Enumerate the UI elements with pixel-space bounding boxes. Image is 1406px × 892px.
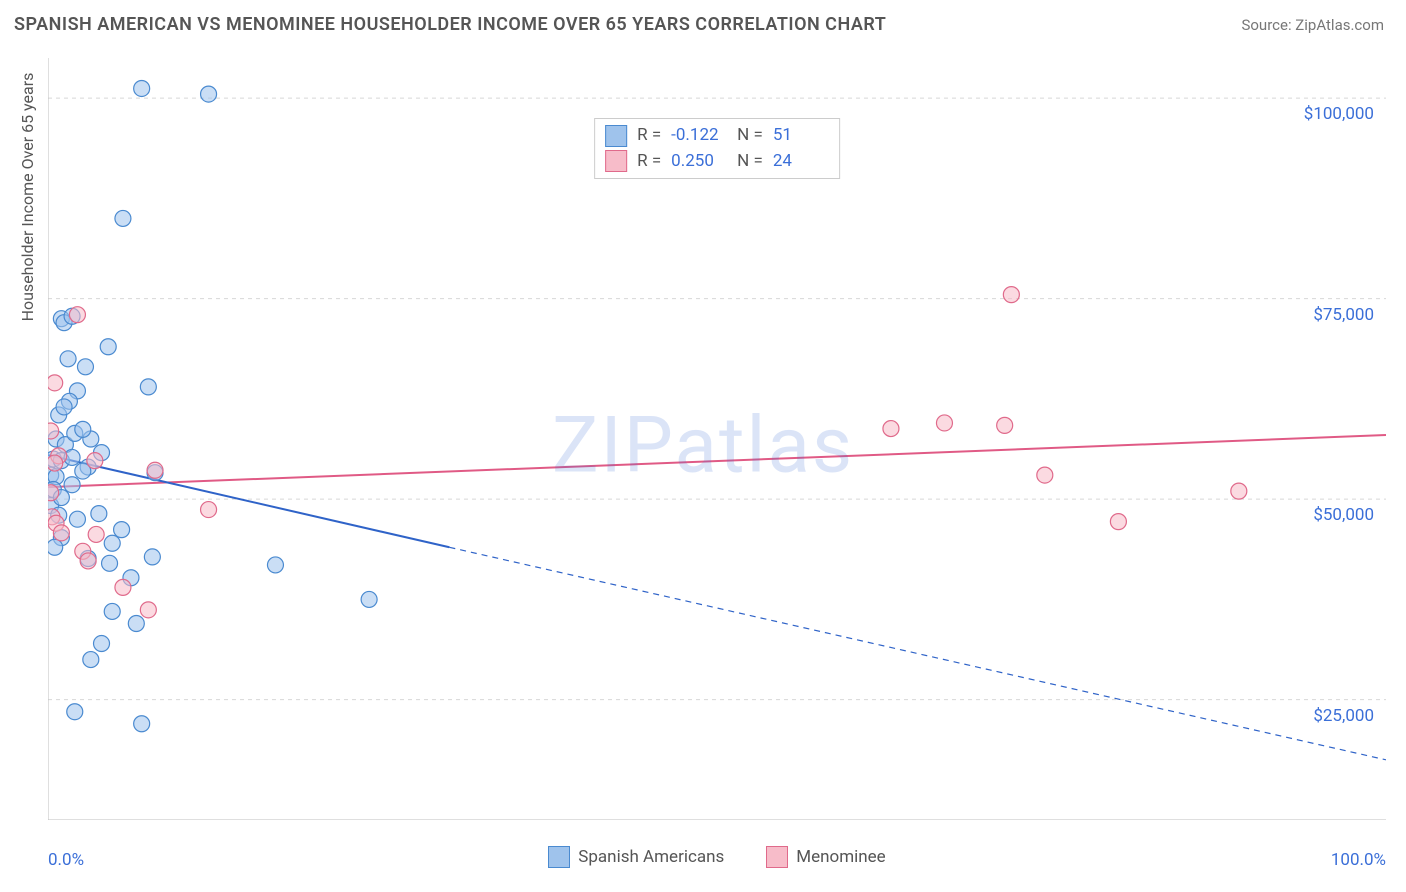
n-label: N = xyxy=(737,149,763,175)
legend-swatch-blue xyxy=(605,125,627,147)
n-value-pink: 24 xyxy=(773,149,829,175)
legend-swatch-pink xyxy=(605,150,627,172)
r-label: R = xyxy=(637,149,661,175)
n-value-blue: 51 xyxy=(773,123,829,149)
r-label: R = xyxy=(637,123,661,149)
chart-title: SPANISH AMERICAN VS MENOMINEE HOUSEHOLDE… xyxy=(14,14,886,35)
source-label: Source: ZipAtlas.com xyxy=(1241,16,1384,34)
stats-legend-box: R = -0.122 N = 51 R = 0.250 N = 24 xyxy=(594,118,840,179)
y-tick-label: $25,000 xyxy=(1313,706,1374,726)
y-tick-label: $75,000 xyxy=(1313,305,1374,325)
y-tick-label: $50,000 xyxy=(1313,505,1374,525)
x-tick-min: 0.0% xyxy=(48,850,84,870)
plot-area: R = -0.122 N = 51 R = 0.250 N = 24 $25,0… xyxy=(48,58,1386,820)
y-axis-label: Householder Income Over 65 years xyxy=(18,0,37,578)
r-value-pink: 0.250 xyxy=(671,149,727,175)
n-label: N = xyxy=(737,123,763,149)
r-value-blue: -0.122 xyxy=(671,123,727,149)
x-tick-max: 100.0% xyxy=(1331,850,1386,870)
y-tick-label: $100,000 xyxy=(1304,104,1374,124)
